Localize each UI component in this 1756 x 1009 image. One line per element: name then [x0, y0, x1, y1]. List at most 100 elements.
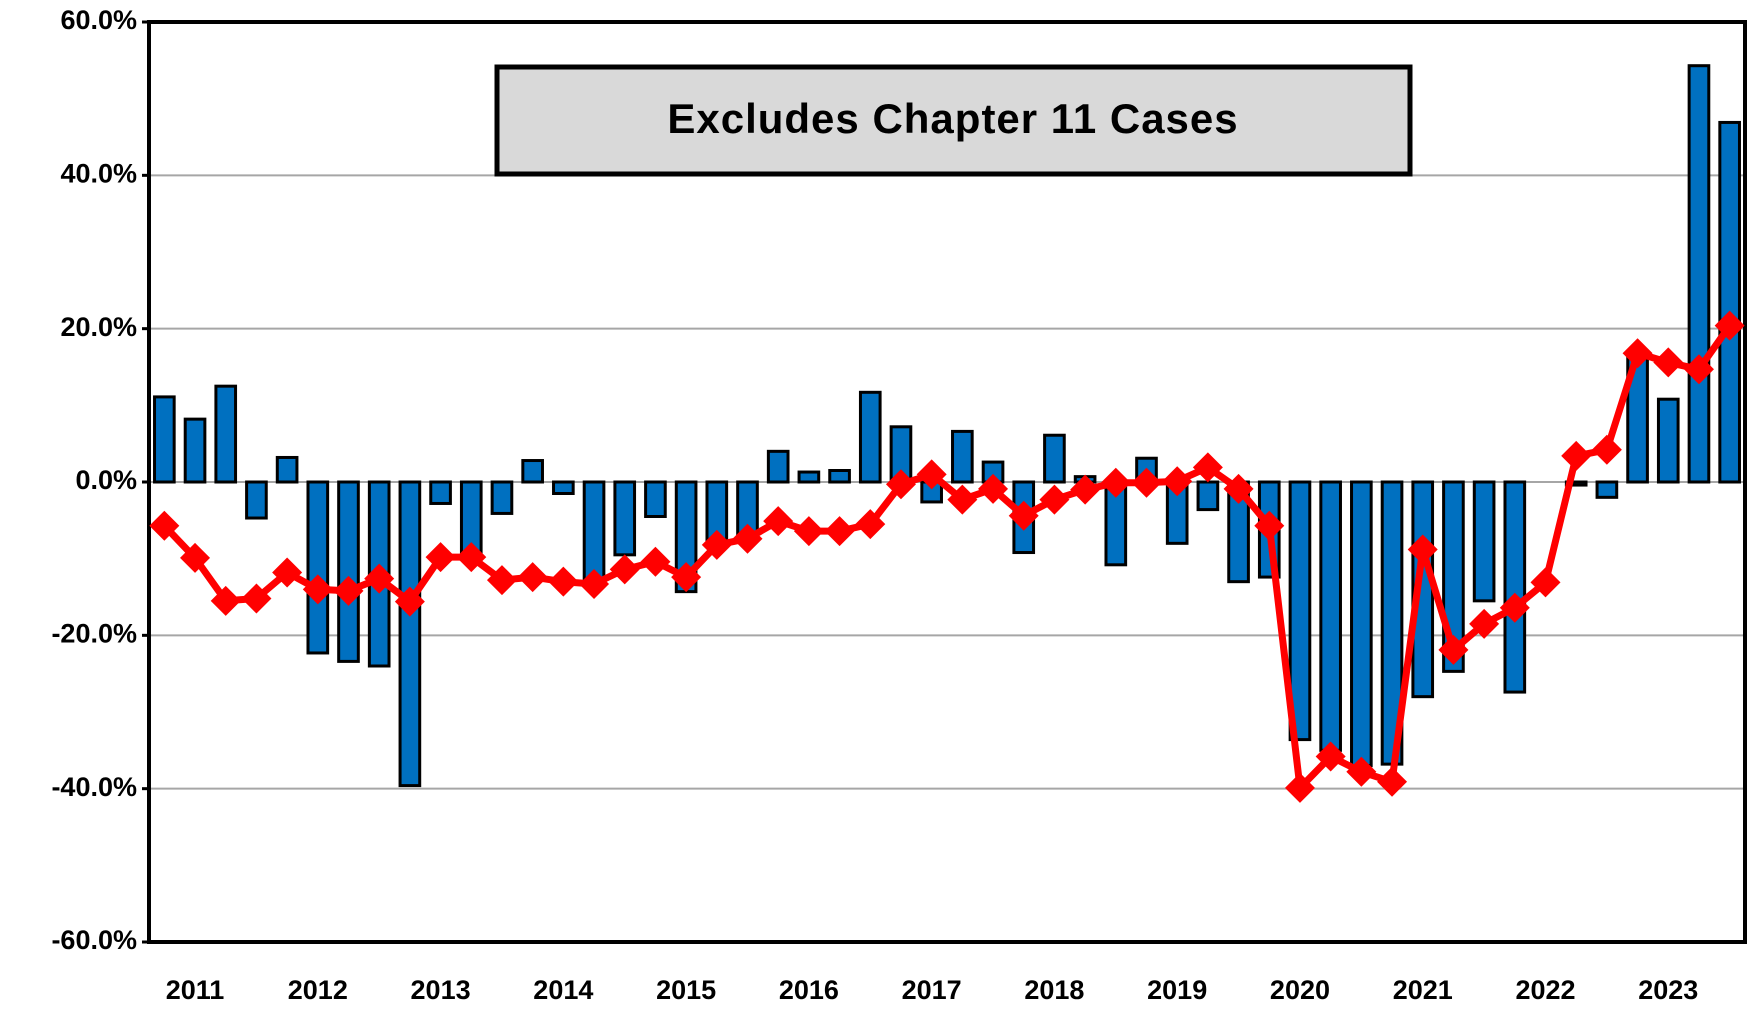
- line-marker: [241, 583, 272, 614]
- y-tick-label: 20.0%: [60, 312, 137, 342]
- x-tick-label: 2014: [533, 975, 593, 1005]
- line-marker: [1377, 766, 1408, 797]
- y-tick-label: 0.0%: [75, 465, 137, 495]
- y-tick-label: -20.0%: [51, 618, 137, 648]
- line-marker: [364, 563, 395, 594]
- line-marker: [1070, 474, 1101, 505]
- line-marker: [333, 575, 364, 606]
- x-tick-label: 2012: [288, 975, 348, 1005]
- y-tick-label: -60.0%: [51, 925, 137, 955]
- x-tick-label: 2015: [656, 975, 716, 1005]
- line-marker: [671, 562, 702, 593]
- line-marker: [916, 459, 947, 490]
- line-marker: [824, 516, 855, 547]
- bar: [1503, 480, 1527, 694]
- line-marker: [1346, 756, 1377, 787]
- line-marker: [1438, 634, 1469, 665]
- bar: [1196, 480, 1220, 512]
- x-tick-label: 2017: [902, 975, 962, 1005]
- plot-border: [147, 20, 1747, 944]
- line-marker: [978, 473, 1009, 504]
- x-tick-label: 2020: [1270, 975, 1330, 1005]
- line-marker: [1192, 452, 1223, 483]
- bar: [183, 417, 207, 484]
- line-marker: [456, 542, 487, 573]
- line-marker: [947, 484, 978, 515]
- x-tick-label: 2019: [1147, 975, 1207, 1005]
- line-marker: [609, 554, 640, 585]
- line-marker: [272, 557, 303, 588]
- line-marker: [763, 506, 794, 537]
- bar: [1319, 480, 1342, 752]
- line-marker: [1499, 592, 1530, 623]
- line-marker: [1530, 567, 1561, 598]
- bar: [490, 480, 514, 515]
- line-marker: [1223, 473, 1254, 504]
- bar: [1472, 480, 1496, 603]
- x-tick-label: 2011: [166, 975, 225, 1005]
- x-tick-label: 2021: [1393, 975, 1453, 1005]
- line-marker: [1469, 608, 1500, 639]
- line: [161, 323, 1733, 792]
- line-marker: [517, 562, 548, 593]
- bar: [245, 480, 268, 520]
- bar: [1288, 480, 1312, 742]
- line-marker: [302, 574, 333, 605]
- line-marker: [1100, 467, 1131, 498]
- y-tick-label: 40.0%: [60, 158, 137, 188]
- y-tick-label: 60.0%: [60, 5, 137, 35]
- line-marker: [579, 568, 610, 599]
- annotation: Excludes Chapter 11 Cases: [667, 95, 1238, 142]
- bar: [797, 470, 821, 484]
- line-marker: [1561, 440, 1592, 471]
- bar: [858, 390, 882, 484]
- bar: [1043, 433, 1066, 484]
- line-marker: [1039, 484, 1070, 515]
- line-marker: [701, 529, 732, 560]
- line-marker: [1714, 310, 1745, 341]
- line-marker: [1254, 510, 1285, 541]
- line-marker: [1162, 466, 1193, 497]
- line-marker: [855, 509, 886, 540]
- bar: [644, 480, 667, 518]
- bar: [337, 480, 360, 663]
- bar: [275, 455, 299, 484]
- line-marker: [149, 510, 180, 541]
- line-marker: [1131, 467, 1162, 498]
- line-marker: [1284, 772, 1315, 803]
- bar: [1656, 397, 1680, 484]
- line-marker: [793, 516, 824, 547]
- line-marker: [1407, 534, 1438, 565]
- bar: [429, 480, 452, 505]
- bar: [766, 449, 790, 484]
- x-tick-label: 2023: [1638, 975, 1698, 1005]
- line-marker: [640, 546, 671, 577]
- bar: [1595, 480, 1619, 499]
- line-marker: [180, 542, 211, 573]
- bar: [214, 384, 238, 484]
- x-tick-label: 2013: [411, 975, 471, 1005]
- bar: [828, 469, 851, 484]
- line-marker: [1008, 500, 1039, 531]
- bar: [153, 395, 176, 484]
- line-marker: [210, 585, 241, 616]
- line-marker: [885, 469, 916, 500]
- bar: [398, 480, 422, 788]
- bar: [521, 459, 544, 484]
- x-tick-label: 2016: [779, 975, 839, 1005]
- line-marker: [394, 586, 425, 617]
- line-marker: [548, 566, 579, 597]
- bar: [552, 480, 575, 495]
- y-tick-label: -40.0%: [51, 772, 137, 802]
- labels: -60.0% -40.0% -20.0% 0.0% 20.0% 40.0% 60.0% 201…: [51, 5, 1698, 1005]
- bar: [613, 480, 637, 557]
- line-marker: [1315, 741, 1346, 772]
- annotation-box: [494, 64, 1413, 177]
- line-marker: [1591, 434, 1622, 465]
- line-marker: [1653, 347, 1684, 378]
- bar: [582, 480, 606, 584]
- x-tick-label: 2022: [1515, 975, 1575, 1005]
- line-marker: [425, 542, 456, 573]
